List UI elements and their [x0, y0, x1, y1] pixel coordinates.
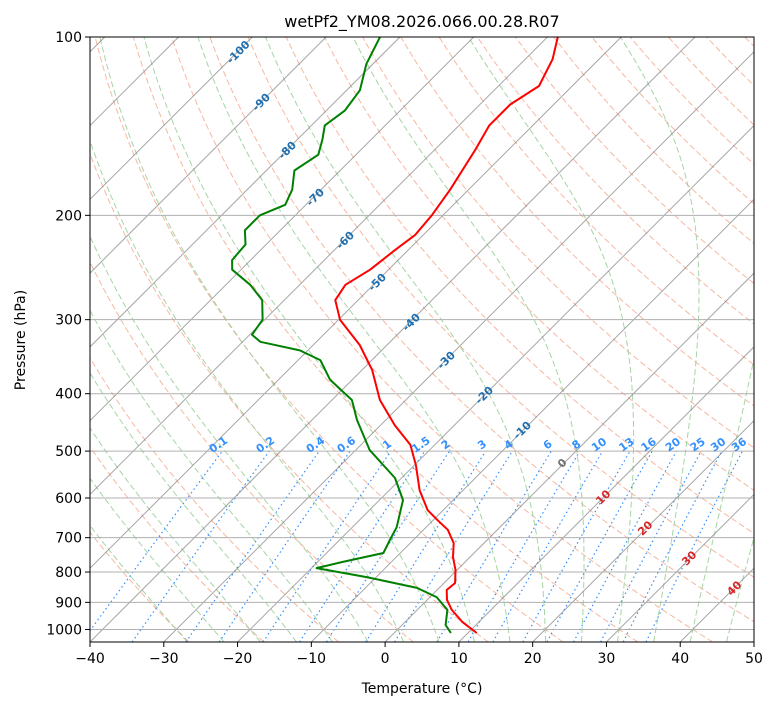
x-tick-label: 0 [381, 651, 390, 667]
y-tick-label: 500 [55, 444, 82, 460]
y-axis-label: Pressure (hPa) [13, 290, 29, 390]
y-tick-label: 300 [55, 313, 82, 329]
x-axis-label: Temperature (°C) [361, 681, 483, 697]
chart-title: wetPf2_YM08.2026.066.00.28.R07 [284, 12, 559, 32]
x-tick-label: −20 [223, 651, 253, 667]
x-tick-label: 30 [598, 651, 616, 667]
y-tick-label: 1000 [46, 622, 82, 638]
x-tick-label: −10 [297, 651, 327, 667]
y-tick-label: 100 [55, 30, 82, 46]
x-tick-label: 50 [745, 651, 763, 667]
y-tick-label: 700 [55, 531, 82, 547]
x-tick-label: 20 [524, 651, 542, 667]
x-tick-label: −30 [149, 651, 179, 667]
x-tick-label: 10 [450, 651, 468, 667]
y-tick-label: 800 [55, 565, 82, 581]
y-tick-label: 200 [55, 208, 82, 224]
x-tick-label: 40 [671, 651, 689, 667]
y-tick-label: 400 [55, 387, 82, 403]
y-tick-label: 600 [55, 491, 82, 507]
y-tick-label: 900 [55, 595, 82, 611]
x-tick-label: −40 [75, 651, 105, 667]
